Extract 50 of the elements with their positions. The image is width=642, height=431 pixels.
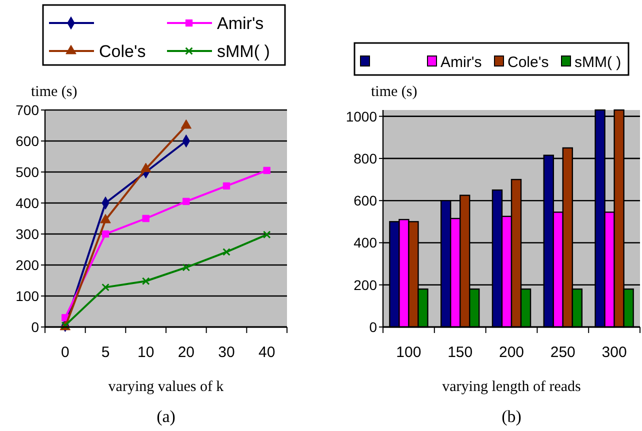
x-tick-label: 20: [178, 344, 195, 361]
legend-label: Cole's: [99, 42, 146, 61]
x-axis-title: varying values of k: [108, 379, 224, 395]
point: [222, 248, 230, 256]
y-tick-label: 0: [31, 319, 40, 335]
x-tick-label: 5: [101, 344, 110, 361]
point: [102, 283, 110, 292]
point: [102, 230, 110, 238]
x-tick-label: 100: [396, 344, 422, 361]
legend-label: sMM( ): [217, 42, 270, 61]
point: [142, 214, 150, 222]
y-tick-label: 1000: [346, 108, 378, 124]
y-tick-label: 200: [16, 257, 40, 273]
x-tick-label: 150: [448, 344, 473, 361]
y-tick-label: 0: [369, 319, 378, 335]
y-tick-label: 100: [16, 288, 40, 304]
point: [262, 230, 271, 239]
y-tick-label: 800: [354, 150, 378, 166]
point: [100, 214, 111, 224]
legend-label: Amir's: [440, 54, 482, 71]
y-tick-label: 400: [354, 234, 378, 251]
x-tick-label: 10: [137, 344, 154, 361]
y-tick-label: 300: [16, 226, 40, 242]
point: [222, 182, 230, 190]
y-tick-label: 500: [16, 164, 40, 180]
y-tick-label: 600: [354, 192, 378, 209]
point: [182, 264, 190, 272]
legend-label: sMM( ): [574, 54, 622, 71]
text: (a): [156, 407, 176, 426]
point: [140, 162, 152, 172]
text: (b): [502, 407, 522, 426]
y-tick-label: 700: [16, 102, 40, 118]
legend-label: Amir's: [217, 14, 264, 33]
x-tick-label: 0: [60, 344, 70, 361]
y-tick-label: 200: [354, 276, 378, 293]
x-axis-title: varying length of reads: [442, 379, 582, 395]
point: [182, 198, 190, 206]
point: [263, 166, 270, 174]
y-tick-label: 600: [16, 133, 40, 149]
legend-label: Cole's: [508, 54, 549, 71]
point: [180, 119, 192, 129]
y-axis-title: time (s): [371, 84, 418, 100]
y-axis-title: time (s): [31, 84, 78, 100]
x-tick-label: 250: [550, 344, 576, 361]
x-tick-label: 40: [258, 344, 276, 361]
x-tick-label: 200: [498, 344, 524, 361]
point: [142, 277, 150, 286]
x-tick-label: 30: [218, 344, 235, 361]
y-tick-label: 400: [16, 195, 40, 211]
x-tick-label: 300: [602, 344, 627, 361]
